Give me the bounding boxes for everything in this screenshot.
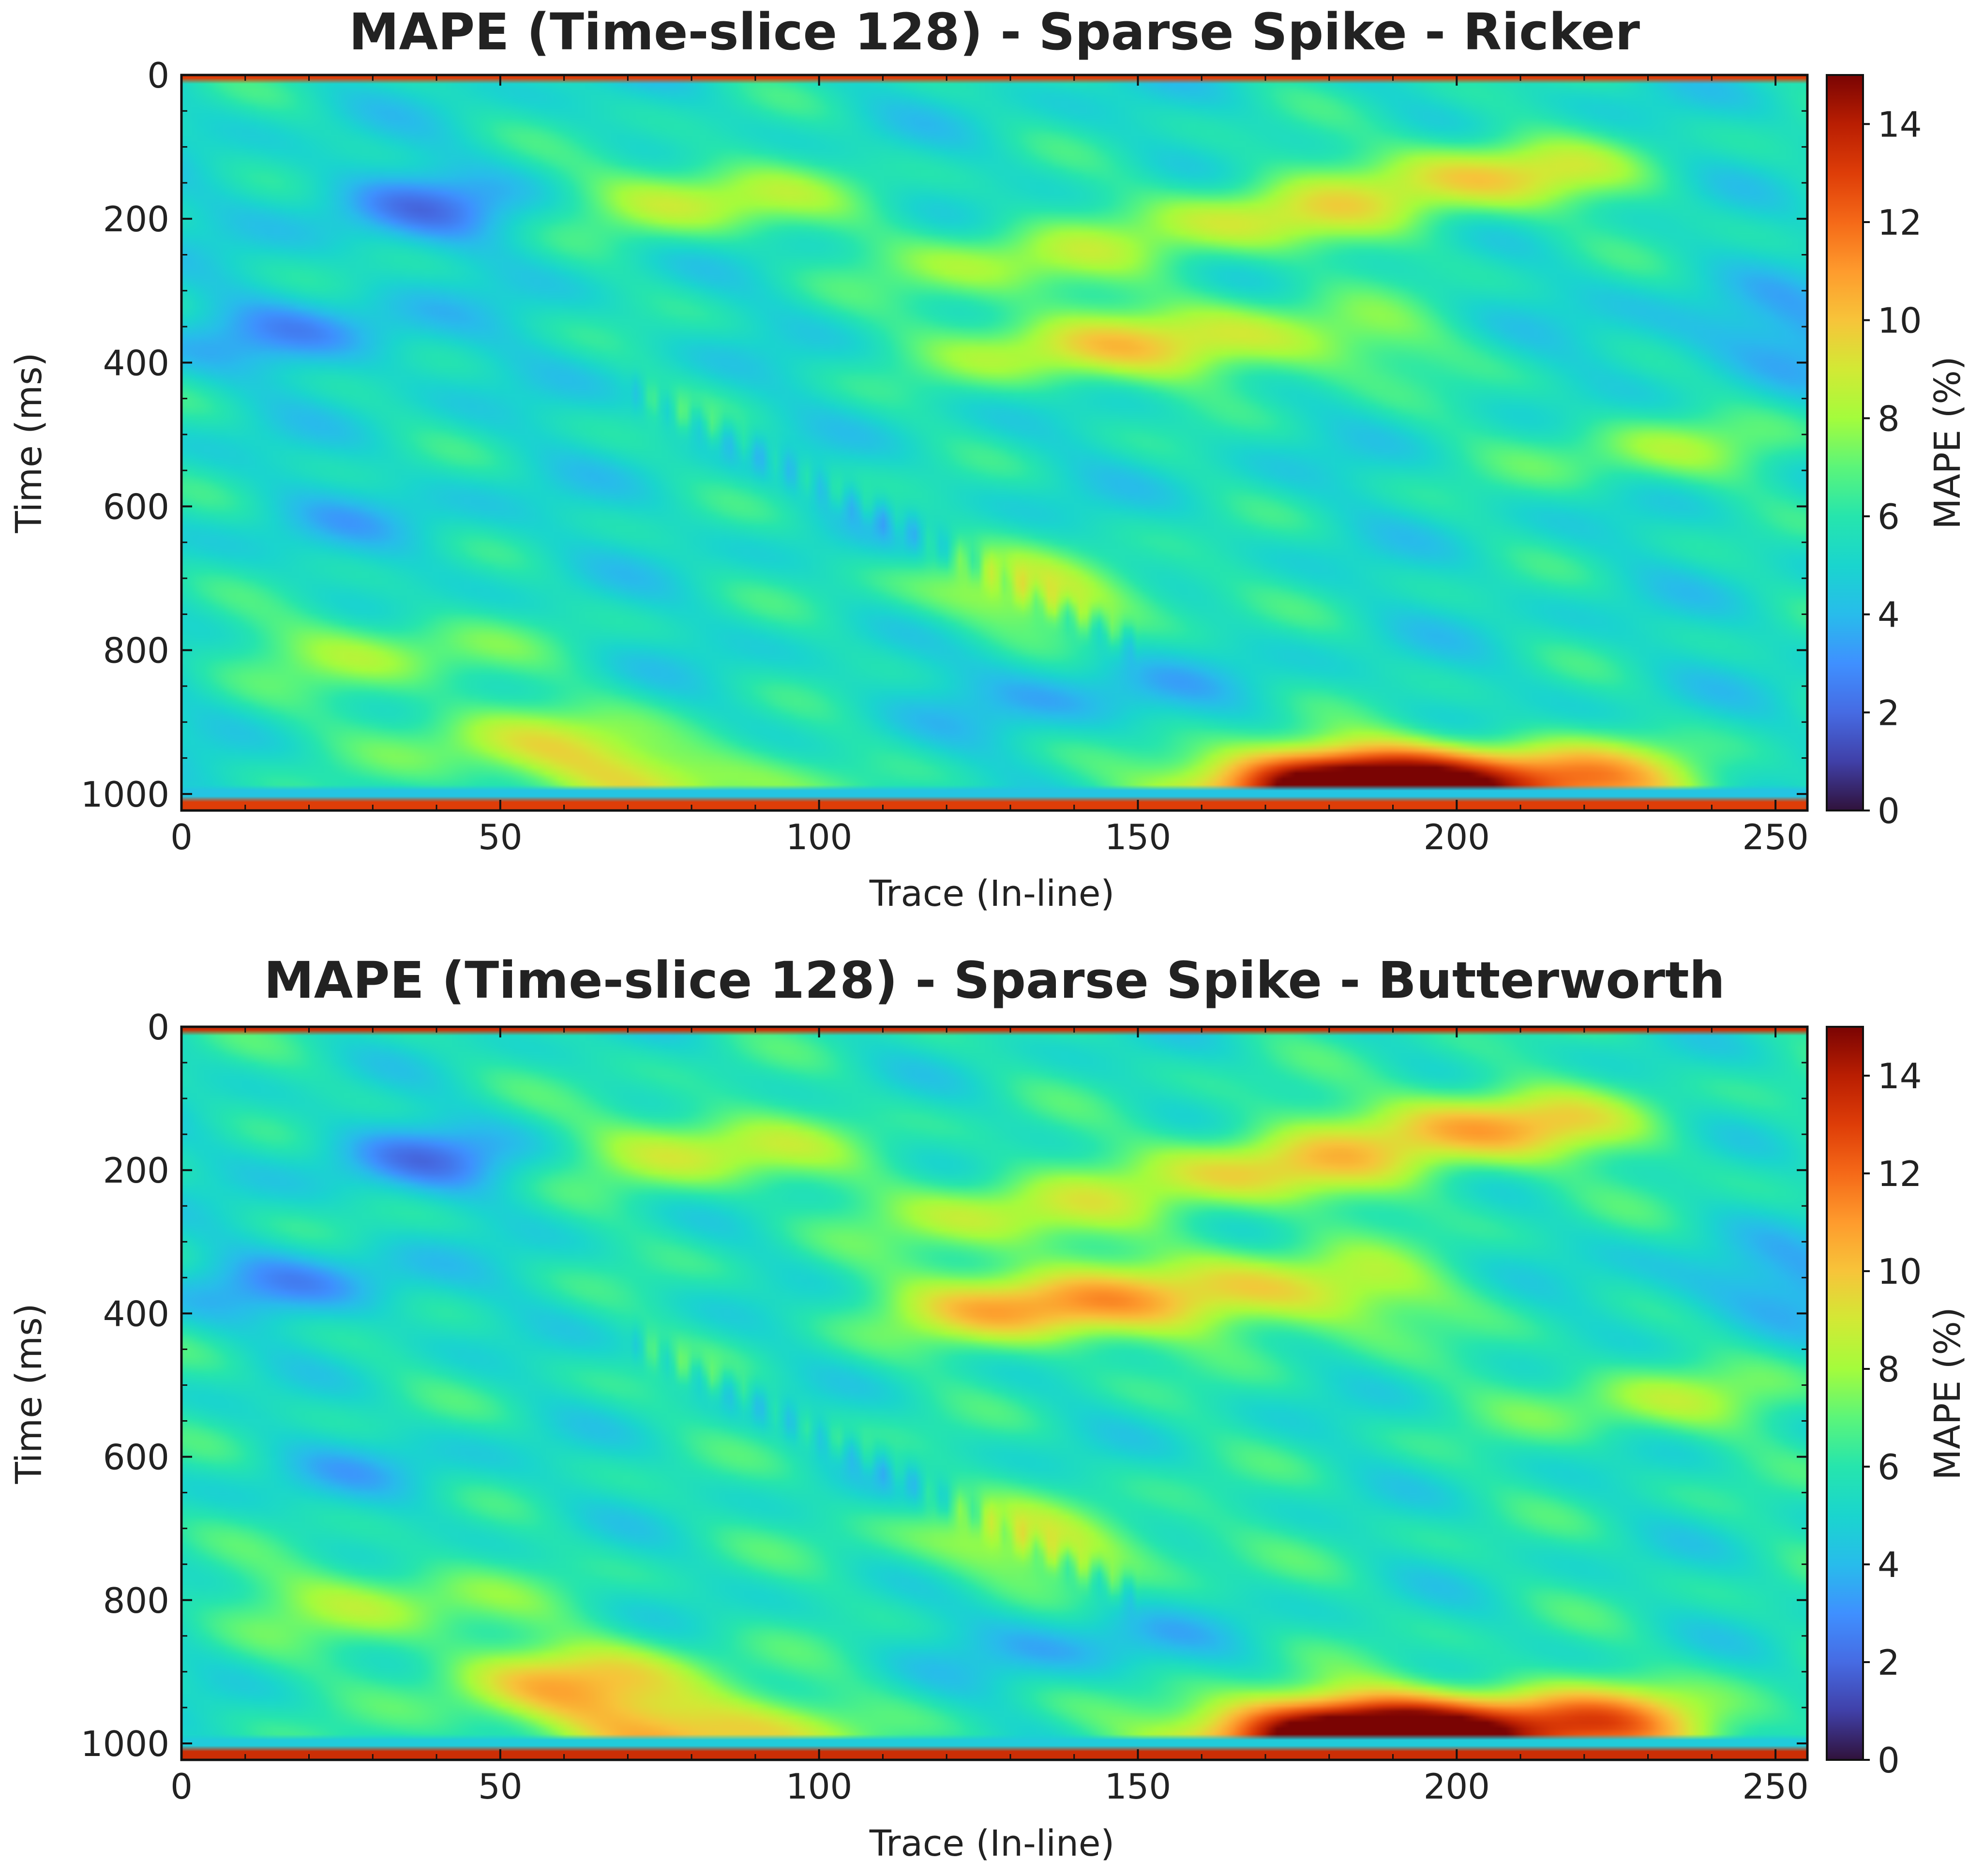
- x-tick-label: 50: [478, 817, 523, 857]
- chart-panel-ricker: MAPE (Time-slice 128) - Sparse Spike - R…: [8, 2, 1969, 915]
- y-axis: 0 200 400 600 800 1000: [81, 55, 1807, 815]
- y-axis-label: Time (ms): [8, 1304, 50, 1485]
- colorbar-tick-label: 2: [1878, 1642, 1900, 1683]
- colorbar-axis: 0 2 4 6 8 10 12 14: [1863, 1056, 1922, 1781]
- y-tick-label: 200: [103, 199, 169, 240]
- plot-frame: [180, 1025, 1809, 1761]
- mape-heatmap: [181, 75, 1807, 810]
- colorbar-tick-label: 12: [1878, 202, 1922, 243]
- x-tick-label: 100: [786, 817, 852, 857]
- colorbar-tick-label: 0: [1878, 1740, 1900, 1781]
- colorbar: [1826, 74, 1864, 811]
- y-tick-label: 800: [103, 1580, 169, 1621]
- colorbar: [1826, 1026, 1864, 1761]
- mape-heatmap: [181, 1027, 1807, 1760]
- x-tick-label: 150: [1105, 817, 1171, 857]
- y-tick-label: 1000: [81, 774, 169, 815]
- y-tick-label: 0: [147, 1007, 169, 1048]
- x-tick-label: 200: [1424, 817, 1490, 857]
- colorbar-label: MAPE (%): [1927, 1307, 1969, 1480]
- colorbar-tick-label: 14: [1878, 1056, 1922, 1096]
- y-tick-label: 800: [103, 630, 169, 671]
- plot-frame: [180, 74, 1809, 812]
- colorbar-tick-label: 4: [1878, 595, 1900, 635]
- colorbar-tick-label: 8: [1878, 398, 1900, 439]
- colorbar-tick-label: 8: [1878, 1349, 1900, 1390]
- x-tick-label: 250: [1742, 817, 1808, 857]
- y-tick-label: 1000: [81, 1724, 169, 1764]
- x-axis-label: Trace (In-line): [869, 873, 1115, 915]
- colorbar-tick-label: 10: [1878, 1251, 1922, 1292]
- y-axis-label: Time (ms): [8, 353, 50, 534]
- x-axis-label: Trace (In-line): [869, 1823, 1115, 1864]
- y-tick-label: 600: [103, 1437, 169, 1478]
- chart-title: MAPE (Time-slice 128) - Sparse Spike - R…: [349, 2, 1640, 61]
- y-tick-label: 600: [103, 486, 169, 527]
- x-tick-label: 150: [1105, 1766, 1171, 1807]
- x-axis: 0 50 100 150 200 250: [170, 1027, 1809, 1807]
- x-tick-label: 0: [170, 817, 193, 857]
- colorbar-axis: 0 2 4 6 8 10 12 14: [1863, 104, 1922, 831]
- colorbar-tick-label: 14: [1878, 104, 1922, 145]
- x-axis: 0 50 100 150 200 250: [170, 75, 1809, 857]
- colorbar-tick-label: 2: [1878, 692, 1900, 733]
- y-tick-label: 200: [103, 1150, 169, 1191]
- chart-title: MAPE (Time-slice 128) - Sparse Spike - B…: [264, 951, 1725, 1010]
- x-tick-label: 250: [1742, 1766, 1808, 1807]
- colorbar-tick-label: 10: [1878, 300, 1922, 341]
- y-tick-label: 400: [103, 1293, 169, 1334]
- x-tick-label: 50: [478, 1766, 523, 1807]
- y-tick-label: 0: [147, 55, 169, 96]
- colorbar-tick-label: 6: [1878, 496, 1900, 537]
- x-tick-label: 200: [1424, 1766, 1490, 1807]
- chart-panel-butterworth: MAPE (Time-slice 128) - Sparse Spike - B…: [8, 951, 1969, 1864]
- y-axis: 0 200 400 600 800 1000: [81, 1007, 1807, 1764]
- colorbar-tick-label: 4: [1878, 1545, 1900, 1585]
- colorbar-tick-label: 0: [1878, 791, 1900, 831]
- colorbar-label: MAPE (%): [1927, 356, 1969, 529]
- y-tick-label: 400: [103, 343, 169, 383]
- x-tick-label: 100: [786, 1766, 852, 1807]
- colorbar-tick-label: 6: [1878, 1447, 1900, 1487]
- colorbar-tick-label: 12: [1878, 1154, 1922, 1194]
- x-tick-label: 0: [170, 1766, 193, 1807]
